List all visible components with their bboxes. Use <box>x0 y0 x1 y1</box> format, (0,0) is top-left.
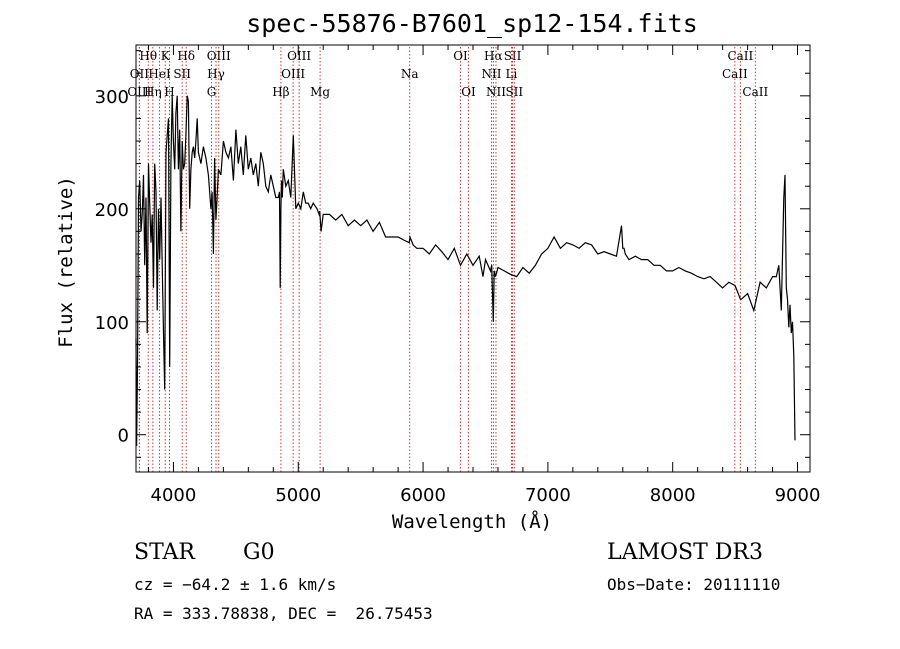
line-label-22: Li <box>506 67 518 81</box>
line-label-3: K <box>161 49 171 63</box>
line-label-13: OIII <box>281 67 305 81</box>
object-subclass: G0 <box>243 540 275 565</box>
y-axis-label: Flux (relative) <box>55 176 77 348</box>
line-label-10: Hγ <box>207 67 225 81</box>
plot-frame <box>135 44 811 473</box>
x-tick-label: 9000 <box>775 485 821 506</box>
survey-name: LAMOST DR3 <box>607 540 763 565</box>
line-label-19: Hα <box>484 49 503 63</box>
line-label-27: CaII <box>742 85 768 99</box>
line-label-24: SII <box>505 85 523 99</box>
line-label-26: CaII <box>722 67 748 81</box>
line-label-6: Hδ <box>177 49 195 63</box>
y-tick-label: 300 <box>95 87 129 108</box>
x-tick-label: 7000 <box>525 485 571 506</box>
redshift-info: cz = −64.2 ± 1.6 km/s <box>134 575 337 594</box>
line-label-8: H <box>164 85 174 99</box>
chart-title: spec-55876-B7601_sp12-154.fits <box>246 9 698 38</box>
line-label-7: SII <box>173 67 191 81</box>
axis-ticks: 4000 5000 6000 7000 8000 9000 0 100 200 300 <box>95 45 821 506</box>
line-label-1: OII <box>130 67 150 81</box>
x-tick-label: 5000 <box>275 485 321 506</box>
observation-date: Obs−Date: 20111110 <box>607 575 781 594</box>
line-label-23: NII <box>486 85 506 99</box>
y-tick-label: 100 <box>95 313 129 334</box>
object-class: STAR <box>134 540 195 565</box>
line-label-14: Hβ <box>272 85 289 99</box>
x-tick-label: 8000 <box>650 485 696 506</box>
line-label-18: OI <box>461 85 476 99</box>
spectrum-line <box>135 95 796 447</box>
line-label-9: OIII <box>207 49 231 63</box>
coordinates-info: RA = 333.78838, DEC = 26.75453 <box>134 604 433 623</box>
x-tick-label: 4000 <box>151 485 197 506</box>
line-label-25: CaII <box>727 49 753 63</box>
line-label-15: Mg <box>310 85 330 99</box>
line-label-5: Hη <box>144 85 162 99</box>
y-tick-label: 200 <box>95 200 129 221</box>
line-label-0: Hθ <box>139 49 157 63</box>
x-axis-label: Wavelength (Å) <box>392 510 552 533</box>
x-tick-label: 6000 <box>400 485 446 506</box>
line-label-4: HeI <box>148 67 171 81</box>
line-label-20: SII <box>504 49 522 63</box>
line-label-16: Na <box>401 67 419 81</box>
y-tick-label: 0 <box>118 426 129 447</box>
line-label-17: OI <box>453 49 468 63</box>
line-label-12: OIII <box>287 49 311 63</box>
line-label-21: NII <box>481 67 501 81</box>
line-label-11: G <box>207 85 217 99</box>
